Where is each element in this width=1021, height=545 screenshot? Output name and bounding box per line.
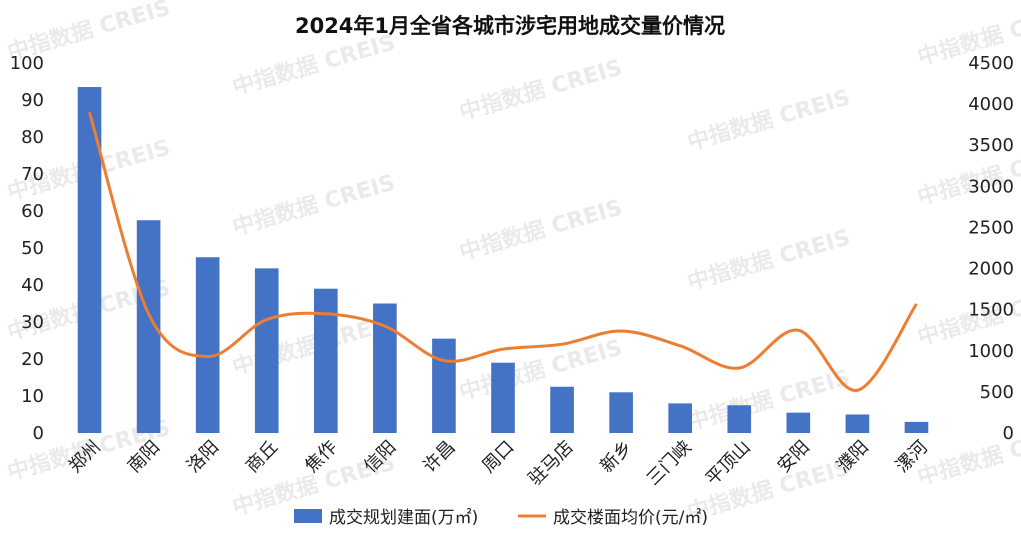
legend-bar-swatch	[294, 509, 322, 523]
right-axis-tick-label: 2000	[968, 259, 1014, 280]
bar	[609, 392, 633, 433]
right-axis-tick-label: 2500	[968, 217, 1014, 238]
bar	[432, 338, 456, 433]
bar	[491, 362, 515, 433]
watermark-text: 中指数据 CREIS	[684, 365, 852, 436]
line-series	[88, 111, 918, 392]
category-label: 商丘	[242, 437, 282, 477]
watermark-text: 中指数据 CREIS	[684, 85, 852, 156]
left-axis-tick-label: 50	[21, 238, 44, 259]
watermark-text: 中指数据 CREIS	[456, 55, 624, 126]
bar	[550, 386, 574, 433]
category-label: 三门峡	[643, 437, 696, 490]
right-axis-tick-label: 3500	[968, 135, 1014, 156]
left-axis-tick-label: 100	[10, 53, 44, 74]
left-axis-tick-label: 80	[21, 127, 44, 148]
left-axis-tick-label: 20	[21, 349, 44, 370]
watermark-text: 中指数据 CREIS	[229, 30, 397, 101]
legend-bar-label: 成交规划建面(万㎡)	[329, 508, 478, 528]
category-label: 许昌	[419, 437, 459, 477]
left-axis-tick-label: 0	[33, 423, 44, 444]
category-label: 驻马店	[525, 437, 578, 490]
right-axis-tick-label: 1000	[968, 341, 1014, 362]
category-label: 周口	[478, 437, 518, 477]
right-axis-tick-label: 4000	[968, 94, 1014, 115]
right-axis-tick-label: 3000	[968, 176, 1014, 197]
bar	[786, 412, 811, 433]
bar	[668, 403, 693, 433]
right-axis-tick-label: 0	[1003, 423, 1014, 444]
chart-title: 2024年1月全省各城市涉宅用地成交量价情况	[295, 14, 725, 38]
bar	[77, 87, 102, 434]
category-label: 洛阳	[183, 437, 223, 477]
price-line	[88, 111, 918, 392]
left-axis-tick-label: 10	[21, 386, 44, 407]
left-y-axis: 0 10 20 30 40 50 60 70 80 90 100	[10, 53, 44, 444]
bar	[373, 303, 397, 433]
bar	[195, 257, 220, 433]
category-label: 新乡	[596, 437, 636, 477]
left-axis-tick-label: 40	[21, 275, 44, 296]
watermark-text: 中指数据 CREIS	[684, 455, 852, 526]
bar	[727, 405, 752, 433]
legend: 成交规划建面(万㎡) 成交楼面均价(元/㎡)	[294, 508, 708, 528]
bar	[136, 220, 161, 433]
watermark-text: 中指数据 CREIS	[229, 310, 397, 381]
left-axis-tick-label: 90	[21, 90, 44, 111]
left-axis-tick-label: 30	[21, 312, 44, 333]
category-label: 平顶山	[702, 437, 755, 490]
watermark-text: 中指数据 CREIS	[456, 195, 624, 266]
bar-series	[77, 87, 929, 434]
bar	[254, 268, 279, 433]
right-y-axis: 0 500 1000 1500 2000 2500 3000 3500 4000 4500	[968, 53, 1014, 444]
bar	[845, 414, 870, 433]
left-axis-tick-label: 60	[21, 201, 44, 222]
right-axis-tick-label: 1500	[968, 300, 1014, 321]
left-axis-tick-label: 70	[21, 164, 44, 185]
legend-line-label: 成交楼面均价(元/㎡)	[553, 508, 708, 528]
bar	[904, 421, 929, 433]
watermark-text: 中指数据 CREIS	[229, 170, 397, 241]
watermark-text: 中指数据 CREIS	[684, 225, 852, 296]
right-axis-tick-label: 4500	[968, 53, 1014, 74]
bar	[313, 288, 338, 433]
right-axis-tick-label: 500	[980, 382, 1014, 403]
